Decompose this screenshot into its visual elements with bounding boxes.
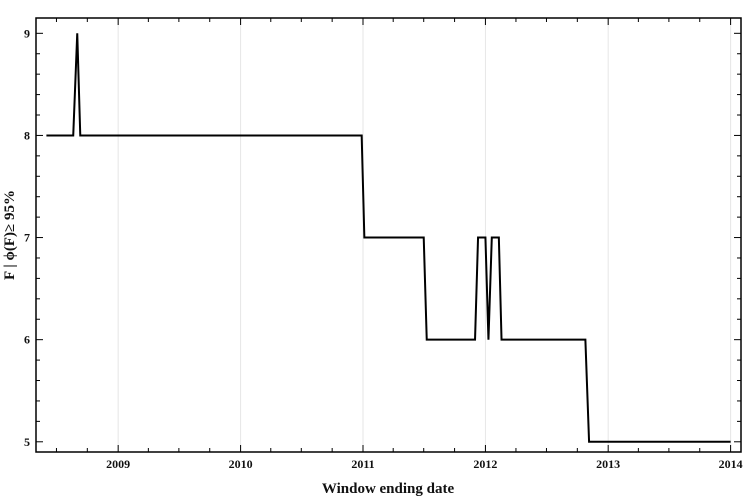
y-tick-label-7: 7 [24, 231, 30, 245]
ticks-layer [36, 18, 741, 452]
y-tick-label-8: 8 [24, 128, 30, 142]
y-axis-label: F | ϕ(F)≥ 95% [2, 190, 18, 280]
labels-layer: 2009 2010 2011 2012 2013 2014 5 6 7 8 9 [24, 26, 743, 471]
y-tick-label-6: 6 [24, 333, 30, 347]
x-tick-label-2012: 2012 [473, 457, 497, 471]
x-tick-label-2009: 2009 [106, 457, 130, 471]
y-tick-label-5: 5 [24, 435, 30, 449]
x-tick-label-2013: 2013 [596, 457, 620, 471]
x-tick-label-2010: 2010 [229, 457, 253, 471]
plot-frame [35, 17, 742, 453]
x-tick-label-2014: 2014 [719, 457, 743, 471]
line-layer [46, 33, 731, 443]
y-tick-label-9: 9 [24, 26, 30, 40]
x-axis-label: Window ending date [322, 481, 455, 497]
x-tick-label-2011: 2011 [351, 457, 374, 471]
grid-layer [117, 18, 732, 452]
series-line-0 [46, 33, 731, 443]
axis-layer [35, 17, 742, 453]
